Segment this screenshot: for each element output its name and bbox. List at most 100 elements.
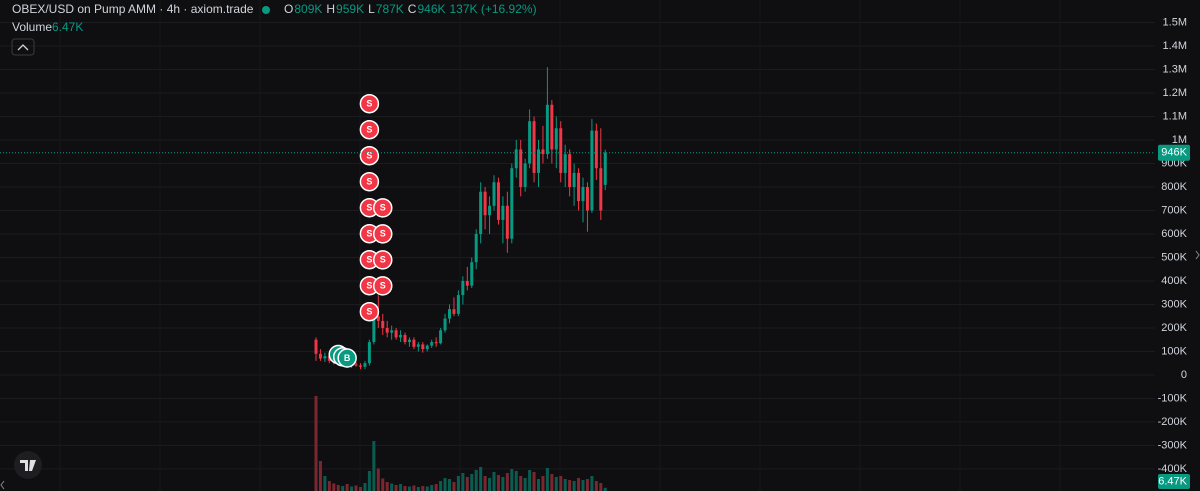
- trade-marker-label: S: [366, 203, 372, 213]
- candle-body: [443, 318, 447, 331]
- ohlc-value: 946K: [417, 2, 445, 16]
- candle-body: [323, 356, 327, 359]
- candle-body: [394, 330, 398, 338]
- candle-body: [537, 149, 540, 173]
- volume-bar: [568, 480, 572, 491]
- candle-body: [532, 121, 536, 173]
- trade-marker-label: S: [366, 255, 372, 265]
- volume-bar: [318, 461, 322, 491]
- candle-body: [470, 262, 474, 286]
- volume-bar: [385, 482, 389, 491]
- candles: [314, 67, 607, 370]
- y-tick-label: -300K: [1158, 439, 1188, 451]
- volume-bar: [599, 483, 603, 491]
- candle-body: [367, 342, 371, 364]
- candle-body: [434, 342, 438, 344]
- trade-marker-label: S: [380, 255, 386, 265]
- candle-body: [421, 344, 425, 350]
- ohlc-value: 809K: [294, 2, 322, 16]
- candle-body: [505, 205, 509, 239]
- collapse-button[interactable]: [11, 38, 35, 56]
- candle-body: [514, 149, 518, 169]
- volume-bar: [483, 476, 487, 491]
- volume-bar: [554, 477, 558, 491]
- y-tick-label: 100K: [1161, 345, 1187, 357]
- volume-bar: [461, 473, 465, 491]
- ohlc-value: 787K: [376, 2, 404, 16]
- volume-bar: [434, 484, 438, 491]
- volume-bar: [559, 476, 563, 491]
- candle-body: [510, 168, 514, 239]
- trade-marker: [359, 119, 380, 140]
- candle-body: [572, 172, 576, 188]
- candle-body: [430, 342, 434, 346]
- volume-bar: [510, 469, 514, 491]
- y-tick-label: 200K: [1161, 322, 1187, 334]
- candle-body: [545, 104, 549, 155]
- trade-marker: [359, 145, 380, 166]
- candle-body: [465, 280, 469, 286]
- volume-bar: [412, 485, 416, 491]
- trade-marker-label: S: [380, 281, 386, 291]
- candle-body: [554, 128, 558, 150]
- title: OBEX/USD on Pump AMM · 4h · axiom.trade: [12, 2, 254, 16]
- candle-body: [559, 128, 563, 173]
- volume-bar: [470, 474, 474, 491]
- trade-marker: [359, 301, 380, 322]
- candle-body: [474, 233, 478, 263]
- candle-body: [448, 309, 451, 319]
- volume-bar: [354, 485, 358, 491]
- trade-marker-label: S: [366, 125, 372, 135]
- candle-body: [425, 345, 429, 350]
- y-tick-label: -200K: [1158, 416, 1188, 428]
- candle-body: [439, 330, 443, 344]
- volume-bar: [376, 468, 380, 491]
- volume-bar: [327, 481, 331, 491]
- volume-bar: [501, 477, 505, 491]
- volume-bar: [523, 478, 527, 491]
- volume-bar: [572, 481, 576, 491]
- scroll-right[interactable]: [1195, 250, 1200, 260]
- candle-body: [359, 365, 362, 367]
- candle-body: [483, 191, 487, 216]
- volume-bar: [341, 486, 345, 491]
- candle-body: [403, 335, 407, 343]
- volume-value: 6.47K: [52, 20, 83, 34]
- candle-body: [407, 339, 411, 343]
- candle-body: [452, 309, 456, 314]
- volume-bar: [345, 484, 349, 491]
- trade-marker-label: S: [366, 307, 372, 317]
- volume-bar: [585, 479, 589, 491]
- volume-label: Volume: [12, 20, 52, 34]
- candle-body: [541, 149, 545, 155]
- ohlc-letter: O: [284, 2, 293, 16]
- volume-bar: [399, 484, 403, 491]
- trade-marker-label: S: [366, 151, 372, 161]
- last-volume-box: [1158, 474, 1190, 489]
- scroll-left[interactable]: [0, 480, 5, 490]
- y-tick-label: 1.3M: [1163, 63, 1187, 75]
- volume-bar: [452, 482, 456, 491]
- volume-bar: [528, 470, 532, 491]
- volume-bar: [403, 486, 407, 491]
- volume-bar: [336, 485, 340, 491]
- trade-marker: [359, 171, 380, 192]
- volume-bar: [496, 475, 500, 491]
- volume-bar: [350, 486, 354, 491]
- candle-body: [372, 316, 376, 343]
- ohlc-letter: C: [408, 2, 417, 16]
- volume-bar: [416, 487, 420, 491]
- volume-bar: [407, 486, 411, 491]
- candle-body: [496, 182, 500, 220]
- candle-body: [461, 280, 465, 296]
- volume-bar: [421, 486, 425, 491]
- y-tick-label: 1.2M: [1163, 87, 1187, 99]
- volume-bar: [332, 483, 336, 491]
- price-axis: -400K -300K -200K -100K 0 100K 200K 300K 400K 500…: [0, 16, 1190, 489]
- volume-bar: [590, 476, 594, 491]
- volume-bar: [492, 472, 496, 491]
- y-tick-label: 400K: [1161, 275, 1187, 287]
- volume-bar: [381, 478, 385, 491]
